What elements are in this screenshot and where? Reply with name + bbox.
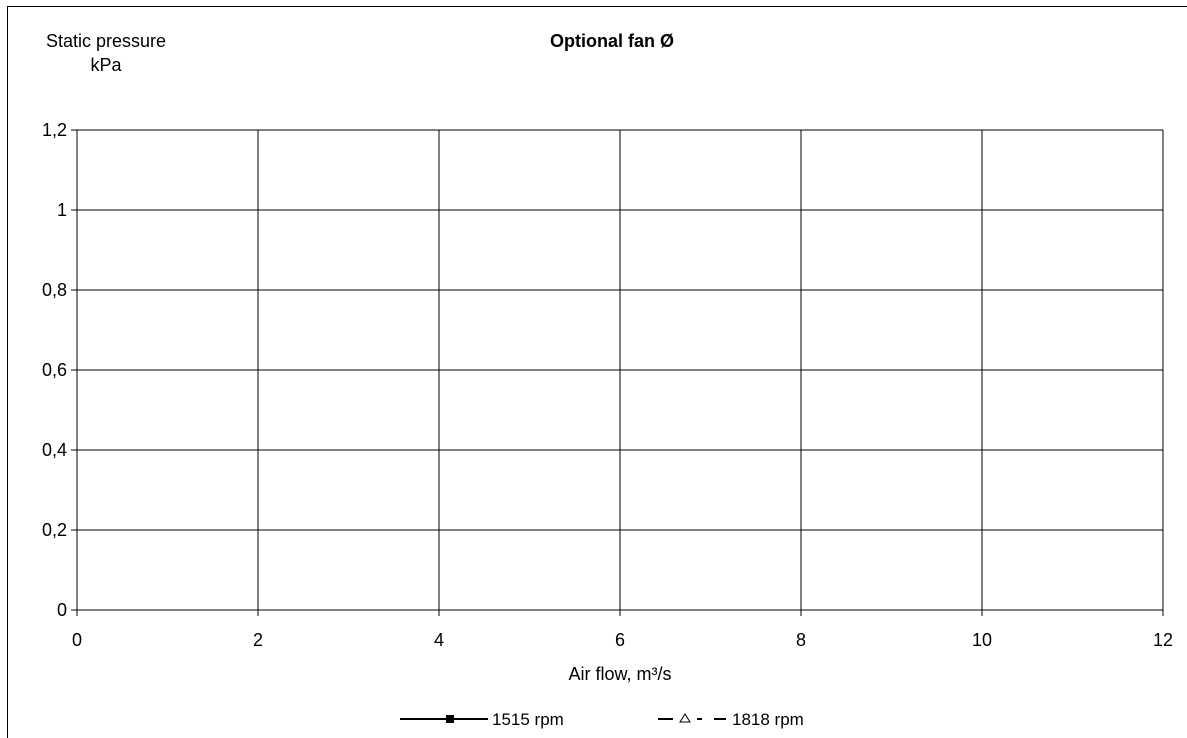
y-tick-label: 0,4: [42, 440, 67, 460]
y-axis-label-line2: kPa: [90, 55, 122, 75]
x-tick-label: 6: [615, 630, 625, 650]
y-tick-label: 0,2: [42, 520, 67, 540]
x-tick-label: 0: [72, 630, 82, 650]
ticks: 0 0,2 0,4 0,6 0,8 1 1,2 0 2 4 6 8 10 12: [42, 120, 1173, 650]
x-tick-label: 10: [972, 630, 992, 650]
y-tick-label: 1,2: [42, 120, 67, 140]
grid: [77, 129, 1164, 610]
y-tick-label: 0,6: [42, 360, 67, 380]
legend-label-1515: 1515 rpm: [492, 710, 564, 729]
x-axis-label: Air flow, m³/s: [568, 664, 671, 684]
y-tick-label: 0,8: [42, 280, 67, 300]
legend-marker-square: [446, 715, 454, 723]
legend: 1515 rpm 1818 rpm: [400, 710, 804, 729]
x-tick-label: 12: [1153, 630, 1173, 650]
y-tick-label: 0: [57, 600, 67, 620]
y-tick-label: 1: [57, 200, 67, 220]
chart-title: Optional fan Ø: [550, 31, 674, 51]
chart-frame: [7, 6, 1187, 738]
y-axis-label-line1: Static pressure: [46, 31, 166, 51]
legend-label-1818: 1818 rpm: [732, 710, 804, 729]
x-tick-label: 4: [434, 630, 444, 650]
x-tick-label: 2: [253, 630, 263, 650]
x-tick-label: 8: [796, 630, 806, 650]
legend-marker-triangle: [679, 713, 691, 723]
